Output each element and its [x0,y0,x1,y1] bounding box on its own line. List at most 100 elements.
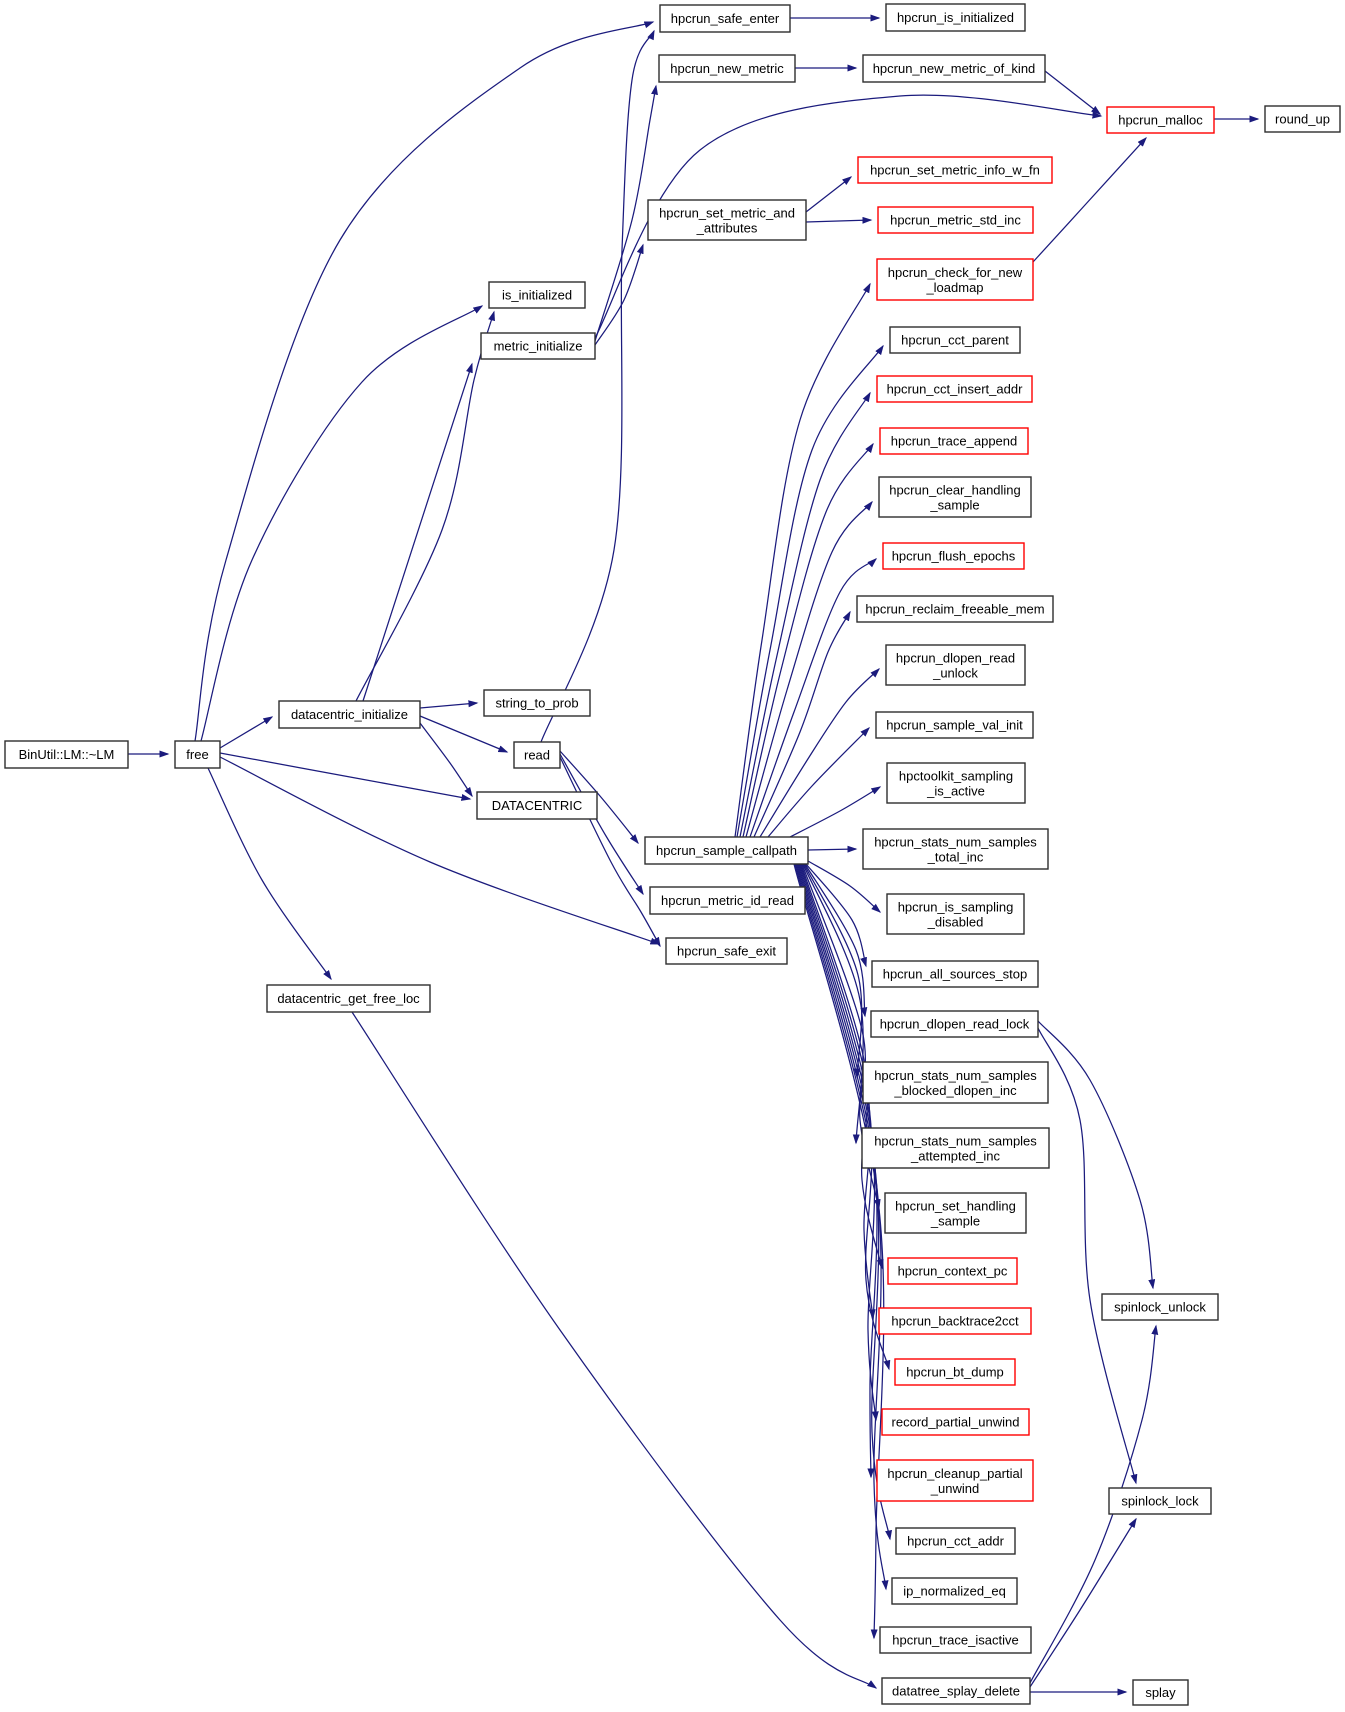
node-hpcrun-bt-dump[interactable]: hpcrun_bt_dump [894,1358,1016,1386]
node-box-hpcrun-flush-epochs [882,542,1025,570]
node-hpcrun-cct-addr[interactable]: hpcrun_cct_addr [895,1527,1016,1555]
node-box-hpcrun-bt-dump [894,1358,1016,1386]
node-hpcrun-trace-append[interactable]: hpcrun_trace_append [879,427,1029,455]
node-label-line-datacentric-initialize-0: datacentric_initialize [291,707,408,722]
node-label-hpcrun-cct-insert-addr: hpcrun_cct_insert_addr [887,382,1024,397]
node-hpcrun-sample-val-init[interactable]: hpcrun_sample_val_init [875,711,1034,739]
node-hpcrun-dlopen-read-unlock[interactable]: hpcrun_dlopen_read _unlock [885,644,1026,686]
node-ip-normalized-eq[interactable]: ip_normalized_eq [891,1577,1018,1605]
edge-hpcrun-sample-callpath-to-hpcrun-trace-isactive [793,863,885,1640]
edge-hpcrun-sample-callpath-to-hpcrun-clear-handling-sample [745,500,873,838]
node-label-line-hpcrun-stats-num-samples-attempted-inc-0: hpcrun_stats_num_samples [874,1134,1037,1149]
edge-hpcrun-sample-callpath-to-hpcrun-sample-val-init [767,726,870,838]
node-hpcrun-cct-insert-addr[interactable]: hpcrun_cct_insert_addr [876,375,1033,403]
edge-hpcrun-dlopen-read-lock-to-spinlock-unlock [1037,1020,1156,1290]
node-hpcrun-stats-num-samples-blocked-dlopen-inc[interactable]: hpcrun_stats_num_samples _blocked_dlopen_… [862,1061,1049,1104]
node-hpcrun-malloc[interactable]: hpcrun_malloc [1106,106,1215,134]
node-is-initialized[interactable]: is_initialized [488,281,586,309]
node-hpcrun-metric-id-read[interactable]: hpcrun_metric_id_read [649,886,806,915]
node-box-hpcrun-stats-num-samples-attempted-inc [861,1127,1050,1169]
node-label-hpcrun-cleanup-partial-unwind: hpcrun_cleanup_partial _unwind [887,1466,1022,1496]
node-label-line-hpcrun-is-sampling-disabled-0: hpcrun_is_sampling [898,900,1014,915]
node-label-line-hpcrun-clear-handling-sample-0: hpcrun_clear_handling [889,483,1021,498]
node-hpcrun-safe-enter[interactable]: hpcrun_safe_enter [659,4,791,33]
node-round-up[interactable]: round_up [1264,105,1341,133]
node-hpcrun-dlopen-read-lock[interactable]: hpcrun_dlopen_read_lock [870,1010,1039,1038]
node-hpcrun-set-metric-and-attributes[interactable]: hpcrun_set_metric_and _attributes [647,199,807,241]
node-label-line-is-initialized-0: is_initialized [502,288,572,303]
node-label-line-hpcrun-set-metric-info-w-fn-0: hpcrun_set_metric_info_w_fn [870,163,1040,178]
node-hpcrun-new-metric-of-kind[interactable]: hpcrun_new_metric_of_kind [862,54,1046,83]
node-label-line-hpcrun-all-sources-stop-0: hpcrun_all_sources_stop [883,967,1028,982]
node-binutil-lm-dtor[interactable]: BinUtil::LM::~LM [4,740,129,769]
node-string-to-prob[interactable]: string_to_prob [483,689,591,717]
node-hpctoolkit-sampling-is-active[interactable]: hpctoolkit_sampling _is_active [886,762,1026,804]
node-spinlock-unlock[interactable]: spinlock_unlock [1101,1293,1219,1321]
edge-read-to-hpcrun-safe-enter [540,29,655,743]
node-label-binutil-lm-dtor: BinUtil::LM::~LM [19,747,115,762]
node-box-hpcrun-trace-isactive [879,1626,1032,1654]
node-label-line-hpcrun-cleanup-partial-unwind-1: _unwind [930,1481,979,1496]
node-label-spinlock-unlock: spinlock_unlock [1114,1300,1206,1315]
node-hpcrun-all-sources-stop[interactable]: hpcrun_all_sources_stop [871,960,1039,988]
node-datacentric-get-free-loc[interactable]: datacentric_get_free_loc [266,984,431,1013]
node-box-datatree-splay-delete [881,1677,1031,1705]
node-datacentric[interactable]: DATACENTRIC [476,791,598,820]
edge-free-to-datacentric-get-free-loc [207,767,332,981]
node-label-hpcrun-reclaim-freeable-mem: hpcrun_reclaim_freeable_mem [865,602,1044,617]
edge-read-to-hpcrun-sample-callpath [559,750,639,845]
edge-hpcrun-sample-callpath-to-hpcrun-check-for-new-loadmap [734,282,871,838]
node-label-line-hpcrun-check-for-new-loadmap-1: _loadmap [925,280,983,295]
node-box-record-partial-unwind [881,1408,1030,1436]
node-label-hpcrun-metric-id-read: hpcrun_metric_id_read [661,893,794,908]
node-label-line-hpcrun-cct-parent-0: hpcrun_cct_parent [901,333,1009,348]
node-hpcrun-clear-handling-sample[interactable]: hpcrun_clear_handling _sample [878,476,1032,518]
node-hpcrun-new-metric[interactable]: hpcrun_new_metric [658,54,796,83]
node-label-line-hpcrun-new-metric-0: hpcrun_new_metric [670,61,784,76]
node-label-line-hpcrun-safe-enter-0: hpcrun_safe_enter [671,11,780,26]
node-label-line-hpcrun-trace-isactive-0: hpcrun_trace_isactive [892,1633,1018,1648]
node-read[interactable]: read [513,741,561,769]
node-label-line-free-0: free [186,747,208,762]
node-hpcrun-cleanup-partial-unwind[interactable]: hpcrun_cleanup_partial _unwind [876,1459,1034,1502]
node-record-partial-unwind[interactable]: record_partial_unwind [881,1408,1030,1436]
node-label-line-hpcrun-context-pc-0: hpcrun_context_pc [898,1264,1008,1279]
node-box-string-to-prob [483,689,591,717]
node-box-hpcrun-set-metric-and-attributes [647,199,807,241]
node-splay[interactable]: splay [1132,1679,1189,1706]
node-hpcrun-trace-isactive[interactable]: hpcrun_trace_isactive [879,1626,1032,1654]
node-hpcrun-reclaim-freeable-mem[interactable]: hpcrun_reclaim_freeable_mem [856,595,1054,623]
node-hpcrun-safe-exit[interactable]: hpcrun_safe_exit [665,937,788,965]
node-hpcrun-backtrace2cct[interactable]: hpcrun_backtrace2cct [878,1307,1032,1335]
node-label-line-round-up-0: round_up [1275,112,1330,127]
node-label-line-hpcrun-set-metric-and-attributes-1: _attributes [696,221,758,236]
node-hpcrun-flush-epochs[interactable]: hpcrun_flush_epochs [882,542,1025,570]
node-hpcrun-check-for-new-loadmap[interactable]: hpcrun_check_for_new _loadmap [876,258,1034,301]
node-hpcrun-set-metric-info-w-fn[interactable]: hpcrun_set_metric_info_w_fn [857,156,1053,184]
node-metric-initialize[interactable]: metric_initialize [480,332,596,360]
node-hpcrun-sample-callpath[interactable]: hpcrun_sample_callpath [644,836,809,865]
node-box-read [513,741,561,769]
node-box-hpcrun-is-initialized [885,3,1026,32]
node-hpcrun-is-initialized[interactable]: hpcrun_is_initialized [885,3,1026,32]
node-datatree-splay-delete[interactable]: datatree_splay_delete [881,1677,1031,1705]
node-hpcrun-cct-parent[interactable]: hpcrun_cct_parent [889,326,1021,354]
node-label-line-hpctoolkit-sampling-is-active-0: hpctoolkit_sampling [899,769,1013,784]
node-label-line-hpcrun-safe-exit-0: hpcrun_safe_exit [677,944,776,959]
node-hpcrun-metric-std-inc[interactable]: hpcrun_metric_std_inc [877,206,1034,234]
node-hpcrun-stats-num-samples-attempted-inc[interactable]: hpcrun_stats_num_samples _attempted_inc [861,1127,1050,1169]
node-label-hpcrun-trace-append: hpcrun_trace_append [891,434,1018,449]
node-spinlock-lock[interactable]: spinlock_lock [1108,1487,1212,1515]
node-label-splay: splay [1145,1685,1176,1700]
node-hpcrun-stats-num-samples-total-inc[interactable]: hpcrun_stats_num_samples _total_inc [862,828,1049,870]
edge-free-to-hpcrun-safe-exit [219,756,661,945]
node-label-line-ip-normalized-eq-0: ip_normalized_eq [903,1584,1006,1599]
node-hpcrun-context-pc[interactable]: hpcrun_context_pc [887,1257,1018,1285]
node-box-is-initialized [488,281,586,309]
node-datacentric-initialize[interactable]: datacentric_initialize [278,700,421,729]
node-box-hpcrun-all-sources-stop [871,960,1039,988]
node-hpcrun-set-handling-sample[interactable]: hpcrun_set_handling _sample [884,1192,1027,1234]
node-hpcrun-is-sampling-disabled[interactable]: hpcrun_is_sampling _disabled [886,893,1025,935]
edge-datacentric-initialize-to-is-initialized [355,310,495,702]
node-free[interactable]: free [174,740,221,769]
